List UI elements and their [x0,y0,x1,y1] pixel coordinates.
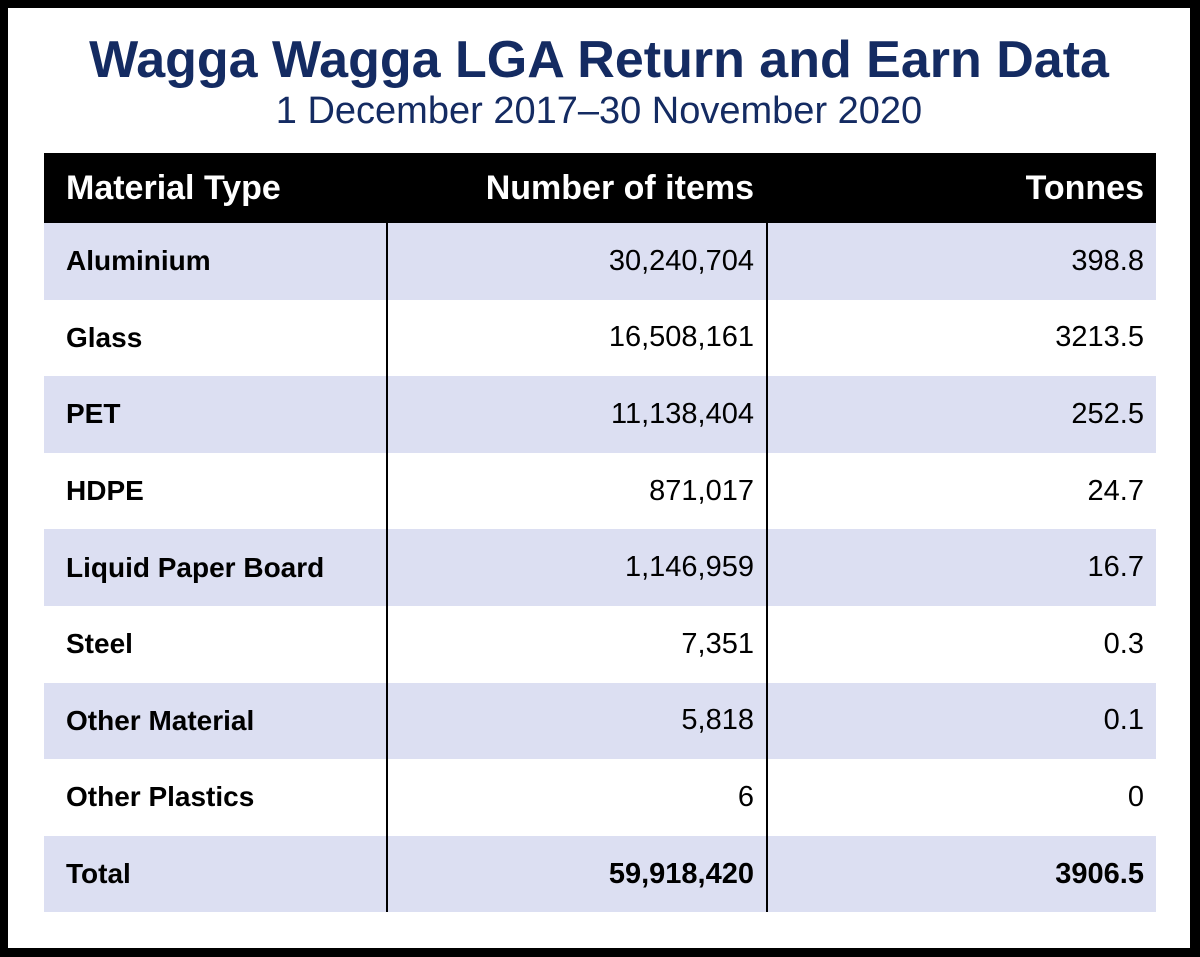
table-row: Glass 16,508,161 3213.5 [44,299,1156,377]
tonnes-cell: 3213.5 [766,299,1156,377]
tonnes-cell: 24.7 [766,452,1156,530]
data-table: Material Type Number of items Tonnes Alu… [44,153,1156,913]
tonnes-cell: 16.7 [766,529,1156,606]
total-items: 59,918,420 [386,835,766,913]
material-cell: Aluminium [66,245,211,277]
total-row: Total 59,918,420 3906.5 [44,835,1156,913]
page-subtitle: 1 December 2017–30 November 2020 [275,90,923,132]
material-cell: Glass [66,321,143,353]
tonnes-cell: 0.1 [766,682,1156,760]
table-header-row: Material Type Number of items Tonnes [44,153,1156,223]
material-cell: Other Material [66,704,255,736]
items-cell: 1,146,959 [386,529,766,606]
items-cell: 11,138,404 [386,376,766,453]
items-cell: 30,240,704 [386,223,766,300]
table-row: Other Material 5,818 0.1 [44,682,1156,760]
infographic-panel: Wagga Wagga LGA Return and Earn Data 1 D… [8,8,1190,948]
material-cell: Other Plastics [66,781,255,813]
items-cell: 6 [386,759,766,836]
header-tonnes: Tonnes [1025,168,1144,207]
table-row: PET 11,138,404 252.5 [44,376,1156,453]
header-number-of-items: Number of items [485,168,754,207]
material-cell: Liquid Paper Board [66,551,325,583]
table-row: Aluminium 30,240,704 398.8 [44,223,1156,300]
tonnes-cell: 252.5 [766,376,1156,453]
material-cell: HDPE [66,475,144,507]
total-label: Total [66,858,131,890]
total-tonnes: 3906.5 [766,835,1156,913]
table-row: Other Plastics 6 0 [44,759,1156,836]
header-material-type: Material Type [66,168,281,207]
table-row: HDPE 871,017 24.7 [44,452,1156,530]
items-cell: 5,818 [386,682,766,760]
items-cell: 16,508,161 [386,299,766,377]
tonnes-cell: 0.3 [766,605,1156,683]
tonnes-cell: 0 [766,759,1156,836]
table-row: Liquid Paper Board 1,146,959 16.7 [44,529,1156,606]
material-cell: Steel [66,628,133,660]
page-title: Wagga Wagga LGA Return and Earn Data [89,31,1109,89]
table-row: Steel 7,351 0.3 [44,605,1156,683]
items-cell: 871,017 [386,452,766,530]
tonnes-cell: 398.8 [766,223,1156,300]
items-cell: 7,351 [386,605,766,683]
material-cell: PET [66,398,121,430]
